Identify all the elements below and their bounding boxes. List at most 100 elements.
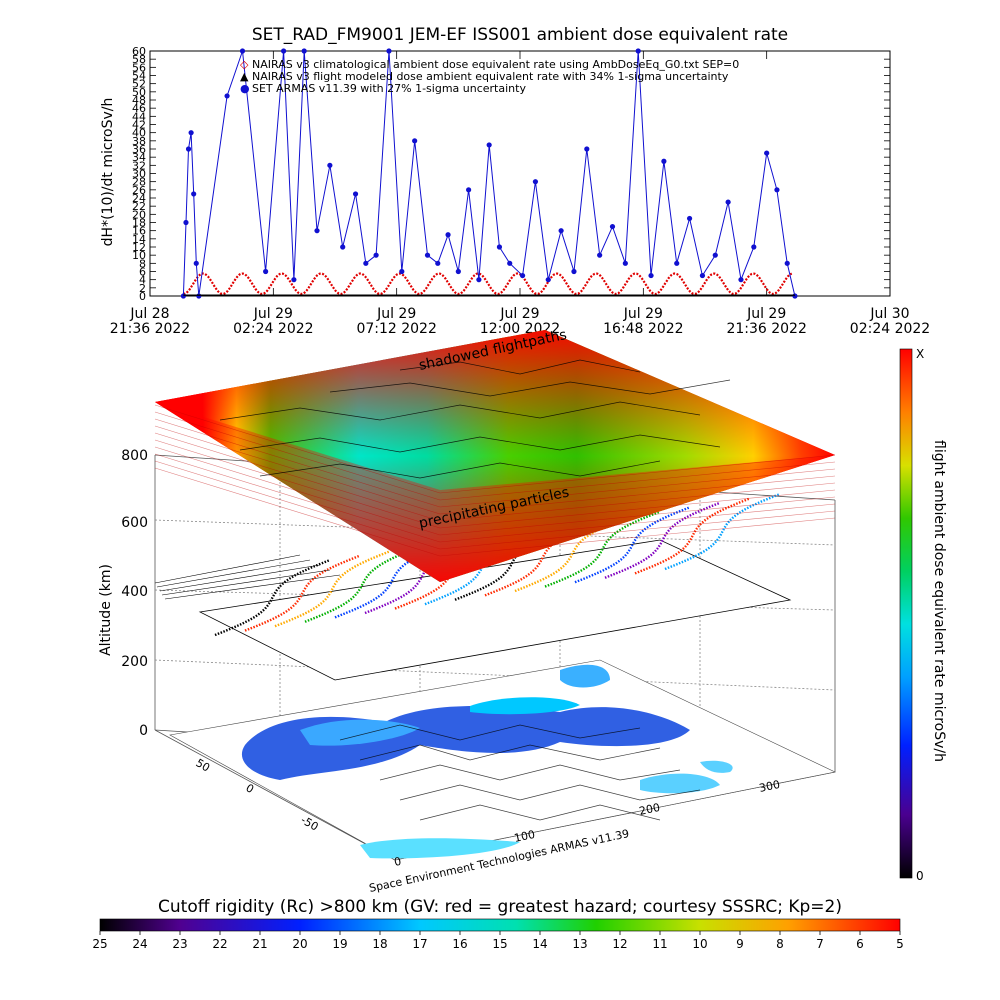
armas-point	[424, 252, 431, 258]
particle-slab: shadowed flightpaths precipitating parti…	[154, 327, 836, 582]
legend-marker: ▲	[240, 70, 249, 83]
armas-point	[445, 232, 451, 238]
y-tick-label: 34	[132, 151, 146, 164]
alt-tick-label: 200	[121, 654, 148, 670]
armas-point	[774, 187, 780, 193]
legend-marker: ●	[240, 82, 250, 95]
rc-tick-label: 24	[132, 937, 147, 951]
armas-point	[291, 277, 297, 283]
orbit-track	[604, 501, 721, 579]
y-tick-label: 4	[139, 274, 146, 287]
y-tick-label: 48	[132, 94, 146, 107]
slab-stripe	[439, 461, 836, 501]
y-tick-label: 30	[132, 168, 146, 181]
slab-stripe	[439, 489, 836, 529]
y-tick-label: 38	[132, 135, 146, 148]
lon-ticks: 0 100 200 300	[393, 778, 781, 869]
rc-tick-label: 10	[692, 937, 707, 951]
rc-tick-label: 19	[332, 937, 347, 951]
y-tick-label: 56	[132, 61, 146, 74]
slab-stripe	[154, 460, 441, 550]
rc-tick-label: 21	[252, 937, 267, 951]
armas-point	[352, 191, 359, 197]
armas-point	[545, 277, 551, 283]
armas-point	[609, 223, 616, 230]
orbit-track	[304, 545, 421, 623]
y-tick-label: 0	[139, 290, 146, 303]
y-tick-label: 44	[132, 110, 146, 123]
armas-point	[455, 268, 461, 275]
lon-tick-label: 300	[758, 778, 781, 795]
colorbar-top-label: X	[916, 347, 924, 361]
armas-point	[558, 228, 564, 234]
slab-stripe	[154, 411, 441, 501]
slab-stripe	[154, 439, 441, 529]
rc-tick-label: 8	[776, 937, 784, 951]
orbit-track	[214, 558, 331, 637]
armas-point	[725, 199, 731, 205]
slab-stripe	[439, 454, 836, 494]
colorbar-label: flight ambient dose equivalent rate micr…	[931, 440, 947, 762]
orbit-track	[244, 554, 361, 632]
y-tick-label: 32	[132, 159, 146, 172]
slab-stripe	[439, 517, 836, 557]
y-tick-label: 22	[132, 200, 146, 213]
rc-title: Cutoff rigidity (Rc) >800 km (GV: red = …	[158, 897, 842, 917]
x-tick-time: 21:36 2022	[110, 321, 190, 337]
armas-point	[340, 244, 346, 250]
armas-point	[792, 293, 798, 299]
rc-tick-label: 13	[572, 937, 587, 951]
rc-tick-label: 9	[736, 937, 744, 951]
slab-stripe	[439, 468, 836, 508]
legend-label: SET ARMAS v11.39 with 27% 1-sigma uncert…	[252, 82, 526, 95]
y-axis-label: dH*(10)/dt microSv/h	[100, 98, 116, 247]
armas-point	[476, 277, 482, 283]
orbit-track	[634, 497, 751, 575]
armas-point	[686, 215, 693, 222]
altitude-3d-panel: 0 200 400 600 800 Altitude (km)	[98, 327, 947, 895]
armas-point	[363, 260, 369, 266]
armas-point	[183, 219, 189, 226]
y-tick-label: 58	[132, 53, 146, 66]
armas-point	[486, 142, 492, 148]
slab-depth-stripes	[154, 404, 836, 557]
rc-tick-label: 15	[492, 937, 507, 951]
armas-point	[185, 146, 192, 152]
armas-point	[532, 179, 539, 185]
armas-point	[191, 191, 197, 197]
armas-point	[571, 268, 577, 275]
legend-label: NAIRAS v3 flight modeled dose ambient eq…	[252, 70, 729, 83]
armas-point	[412, 138, 418, 144]
slab-stripe	[154, 418, 441, 508]
y-tick-label: 42	[132, 119, 146, 132]
armas-point	[196, 293, 202, 299]
series-line-armas	[182, 50, 796, 297]
armas-point	[764, 150, 770, 156]
alt-tick-label: 400	[121, 584, 148, 600]
x-tick-date: Jul 29	[746, 306, 786, 322]
legend-marker: ◇	[240, 58, 249, 71]
armas-point	[622, 260, 628, 266]
alt-tick-label: 800	[121, 448, 148, 464]
lat-tick-label: 50	[194, 756, 213, 774]
rc-tick-label: 22	[212, 937, 227, 951]
x-tick-time: 21:36 2022	[726, 321, 806, 337]
rc-tick-label: 5	[896, 937, 904, 951]
y-tick-label: 8	[139, 257, 146, 270]
armas-point	[784, 260, 790, 266]
y-tick-label: 26	[132, 184, 146, 197]
series-line-climatological	[183, 272, 793, 296]
rc-tick-label: 12	[612, 937, 627, 951]
armas-point	[466, 187, 472, 193]
armas-point	[507, 260, 513, 266]
armas-point	[751, 244, 757, 250]
rc-tick-label: 18	[372, 937, 387, 951]
x-tick-date: Jul 29	[499, 306, 539, 322]
rc-tick-label: 7	[816, 937, 824, 951]
alt-tick-label: 600	[121, 515, 148, 531]
legend: ◇ NAIRAS v3 climatological ambient dose e…	[240, 58, 739, 95]
rc-tick-label: 6	[856, 937, 864, 951]
orbit-track	[574, 506, 691, 584]
shadowed-flightpath-marks	[219, 359, 731, 479]
armas-point	[386, 48, 392, 54]
